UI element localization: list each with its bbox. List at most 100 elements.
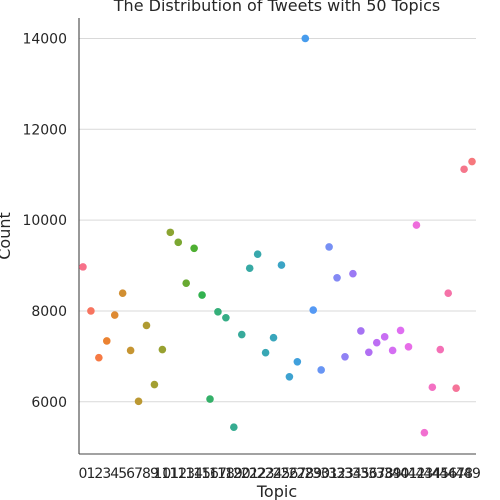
- data-point: [444, 289, 453, 298]
- data-point: [230, 423, 238, 432]
- x-tick-label: 19: [225, 466, 243, 482]
- data-point: [261, 348, 270, 357]
- x-tick-label: 46: [439, 466, 457, 482]
- x-tick-label: 36: [360, 466, 378, 482]
- x-tick-label: 48: [455, 466, 473, 482]
- x-tick-label: 43: [415, 466, 433, 482]
- data-point: [349, 269, 357, 278]
- data-point: [142, 321, 151, 330]
- x-tick-label: 33: [336, 466, 354, 482]
- x-tick-label: 20: [233, 466, 251, 482]
- x-tick-label: 11: [161, 466, 179, 482]
- x-tick-label: 16: [201, 466, 219, 482]
- data-point: [237, 330, 246, 339]
- x-tick-label: 22: [249, 466, 267, 482]
- x-tick-label: 31: [320, 466, 338, 482]
- data-point: [412, 221, 421, 229]
- x-tick-label: 6: [126, 466, 135, 482]
- data-point: [174, 238, 183, 247]
- data-point: [436, 345, 445, 354]
- data-point: [357, 327, 365, 335]
- x-tick-label: 24: [265, 466, 283, 482]
- x-tick-label: 38: [376, 466, 394, 482]
- data-point: [158, 345, 167, 354]
- x-tick-label: 1: [86, 466, 95, 482]
- y-tick-label: 8000: [31, 304, 67, 320]
- x-tick-label: 35: [352, 466, 370, 482]
- x-tick-label: 17: [209, 466, 227, 482]
- x-tick-label: 34: [344, 466, 362, 482]
- x-tick-label: 13: [177, 466, 195, 482]
- x-tick-label: 0: [79, 466, 88, 482]
- data-point: [206, 395, 214, 403]
- data-point: [110, 311, 119, 319]
- data-point: [420, 428, 429, 437]
- x-tick-label: 2: [94, 466, 103, 482]
- x-tick-label: 12: [169, 466, 187, 482]
- x-tick-label: 39: [384, 466, 402, 482]
- data-point: [95, 353, 103, 362]
- data-point: [269, 333, 278, 342]
- data-point: [333, 273, 341, 282]
- data-point: [460, 165, 468, 174]
- chart-title: The Distribution of Tweets with 50 Topic…: [113, 0, 440, 15]
- x-tick-label: 41: [400, 466, 418, 482]
- data-point: [150, 380, 159, 389]
- data-point: [396, 326, 405, 335]
- data-point: [325, 243, 333, 251]
- x-tick-label: 27: [288, 466, 306, 482]
- x-tick-label: 47: [447, 466, 465, 482]
- data-point: [126, 346, 135, 355]
- x-tick-label: 44: [423, 466, 441, 482]
- y-tick-label: 10000: [22, 213, 67, 229]
- y-tick-label: 12000: [22, 122, 67, 138]
- data-point: [79, 263, 87, 271]
- data-point: [245, 264, 254, 273]
- x-tick-label: 32: [328, 466, 346, 482]
- data-point: [341, 353, 349, 361]
- x-tick-label: 49: [463, 466, 481, 482]
- y-tick-labels: 6000 8000 10000 12000 14000: [22, 31, 67, 410]
- x-tick-label: 45: [431, 466, 449, 482]
- data-point: [372, 338, 381, 347]
- x-tick-label: 7: [134, 466, 143, 482]
- data-point: [182, 279, 190, 288]
- data-point: [301, 34, 310, 43]
- data-point: [428, 383, 437, 392]
- data-point: [285, 372, 294, 381]
- axis-spines: [78, 18, 476, 455]
- x-tick-label: 4: [110, 466, 119, 482]
- x-tick-label: 15: [193, 466, 211, 482]
- grid-lines: [79, 37, 476, 403]
- x-tick-label: 10: [153, 466, 171, 482]
- data-point: [87, 307, 95, 315]
- data-point: [118, 289, 127, 298]
- data-point: [404, 343, 413, 351]
- x-tick-label: 25: [273, 466, 291, 482]
- x-tick-label: 9: [150, 466, 159, 482]
- data-point: [190, 244, 198, 253]
- data-point: [222, 313, 230, 322]
- data-point: [198, 291, 206, 299]
- x-axis-title: Topic: [256, 482, 297, 500]
- data-point: [253, 250, 262, 258]
- data-point: [468, 157, 476, 166]
- data-point: [309, 306, 318, 314]
- data-point: [317, 366, 325, 374]
- x-tick-label: 3: [102, 466, 111, 482]
- data-point: [452, 384, 460, 392]
- y-tick-label: 14000: [22, 31, 67, 47]
- data-point: [214, 308, 222, 316]
- x-tick-label: 21: [241, 466, 259, 482]
- data-point: [388, 346, 397, 355]
- x-tick-labels: 0 1 2 3 4 5 6 7 8 9101112131415161718192021222324…: [79, 466, 481, 482]
- data-point: [277, 261, 286, 269]
- x-tick-label: 8: [142, 466, 151, 482]
- data-point: [293, 358, 302, 366]
- y-tick-label: 6000: [31, 395, 67, 411]
- x-tick-label: 14: [185, 466, 203, 482]
- y-axis-title: Count: [0, 212, 14, 260]
- data-point: [380, 333, 389, 341]
- data-point: [365, 348, 373, 357]
